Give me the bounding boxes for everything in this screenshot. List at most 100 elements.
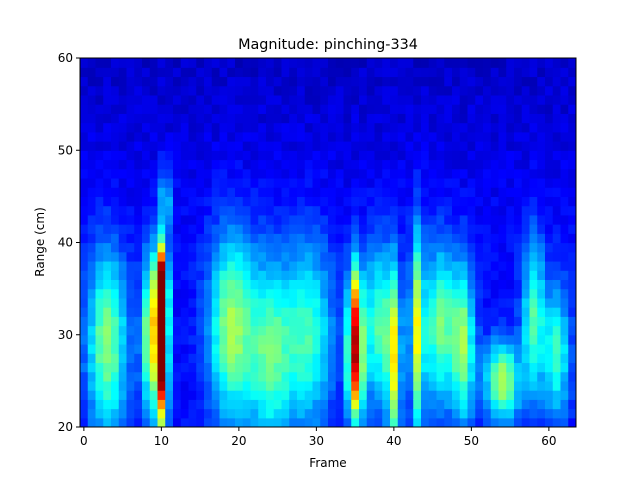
heatmap-cell [405,279,414,290]
heatmap-cell [196,279,205,290]
heatmap-cell [390,131,399,142]
heatmap-cell [545,417,554,427]
heatmap-cell [87,297,97,308]
heatmap-cell [227,122,236,133]
heatmap-cell [405,122,414,133]
heatmap-cell [537,242,546,253]
heatmap-cell [514,380,523,391]
heatmap-cell [196,260,205,271]
heatmap-cell [537,233,546,244]
heatmap-cell [250,316,259,327]
heatmap-cell [483,390,492,400]
heatmap-cell [537,380,546,391]
heatmap-cell [475,58,484,68]
heatmap-cell [304,104,314,114]
heatmap-cell [421,279,430,290]
heatmap-cell [382,325,391,336]
heatmap-cell [227,58,236,68]
heatmap-cell [459,122,469,133]
heatmap-cell [328,260,337,271]
heatmap-cell [80,187,89,197]
heatmap-cell [235,187,244,197]
heatmap-cell [529,390,538,400]
heatmap-cell [529,122,538,133]
heatmap-cell [157,76,166,87]
heatmap-cell [227,343,236,354]
heatmap-cell [250,214,259,225]
heatmap-cell [118,325,128,336]
heatmap-cell [521,362,531,373]
heatmap-cell [483,362,492,373]
heatmap-cell [390,224,399,234]
heatmap-cell [281,260,290,271]
heatmap-cell [366,85,376,96]
heatmap-cell [537,187,546,197]
heatmap-cell [312,104,321,114]
heatmap-cell [281,177,290,188]
heatmap-cell [80,159,89,170]
heatmap-cell [304,343,314,354]
heatmap-cell [266,214,275,225]
heatmap-cell [312,159,321,170]
heatmap-cell [459,67,469,78]
heatmap-cell [87,408,97,419]
heatmap-cell [204,242,213,253]
heatmap-cell [560,325,569,336]
heatmap-cell [459,104,469,114]
heatmap-cell [552,150,562,161]
heatmap-cell [514,104,523,114]
heatmap-cell [560,408,569,419]
heatmap-cell [545,76,554,87]
heatmap-cell [258,316,267,327]
heatmap-cell [266,260,275,271]
heatmap-cell [103,251,112,262]
heatmap-cell [258,214,267,225]
heatmap-cell [514,417,523,427]
heatmap-cell [506,67,515,78]
heatmap-cell [467,233,476,244]
heatmap-cell [126,94,135,105]
heatmap-cell [227,399,236,410]
heatmap-cell [173,113,182,124]
heatmap-cell [382,390,391,400]
heatmap-cell [552,131,562,142]
heatmap-cell [250,307,259,317]
heatmap-cell [521,113,531,124]
heatmap-cell [529,113,538,124]
heatmap-cell [204,131,213,142]
heatmap-cell [452,279,461,290]
heatmap-cell [149,371,159,382]
heatmap-cell [118,260,128,271]
heatmap-cell [397,168,407,179]
heatmap-cell [297,288,306,299]
heatmap-cell [126,334,135,345]
heatmap-cell [134,168,143,179]
heatmap-cell [560,316,569,327]
heatmap-cell [521,131,531,142]
heatmap-cell [537,94,546,105]
heatmap-cell [235,214,244,225]
heatmap-cell [266,58,275,68]
heatmap-cell [436,67,445,78]
heatmap-cell [219,224,228,234]
heatmap-cell [498,307,507,317]
heatmap-cell [328,371,337,382]
heatmap-cell [459,113,469,124]
y-tick-label: 60 [58,51,73,65]
heatmap-cell [483,408,492,419]
heatmap-cell [118,316,128,327]
heatmap-cell [490,187,500,197]
heatmap-cell [514,408,523,419]
heatmap-cell [374,205,383,216]
heatmap-cell [126,131,135,142]
heatmap-cell [552,85,562,96]
heatmap-cell [335,58,345,68]
heatmap-cell [490,76,500,87]
heatmap-cell [242,288,252,299]
heatmap-cell [273,224,283,234]
heatmap-cell [103,408,112,419]
heatmap-cell [188,159,197,170]
heatmap-cell [142,316,151,327]
heatmap-cell [80,94,89,105]
heatmap-cell [188,131,197,142]
